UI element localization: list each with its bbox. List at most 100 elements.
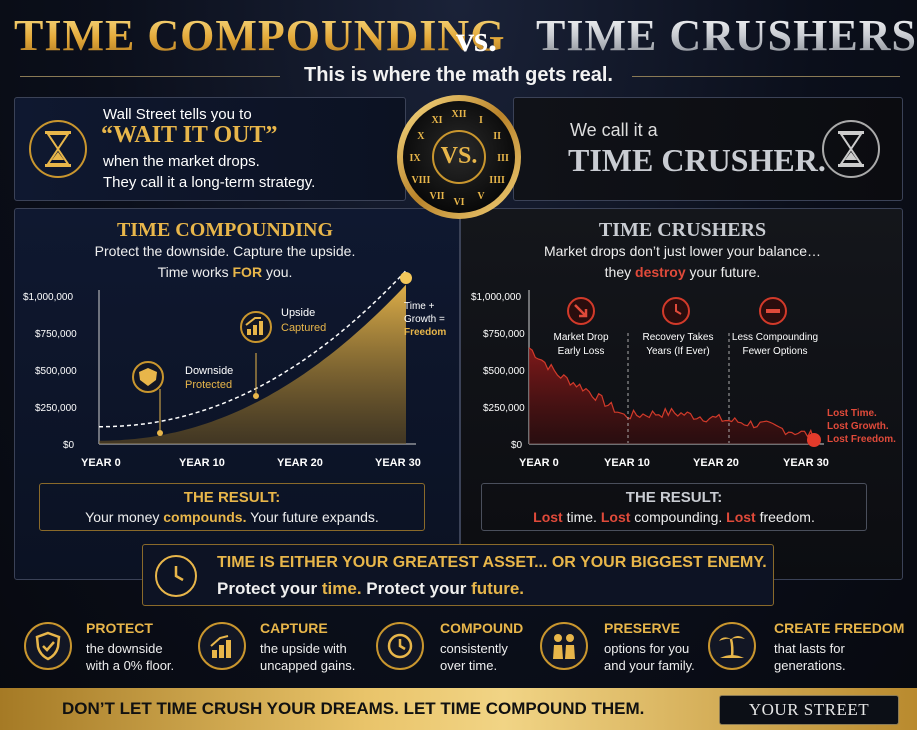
x-tick: YEAR 20 xyxy=(693,457,739,469)
x-tick: YEAR 20 xyxy=(277,457,323,469)
header-title-right: TIME CRUSHERS xyxy=(536,11,917,60)
clock-numeral: VIII xyxy=(411,175,430,186)
upside-point xyxy=(253,393,259,399)
clock-numeral: X xyxy=(417,131,425,142)
end-point xyxy=(400,272,412,284)
feature-title: PRESERVE xyxy=(604,620,680,636)
feature-desc: that lasts for generations. xyxy=(774,641,846,673)
feature-title: COMPOUND xyxy=(440,620,524,636)
result-title: THE RESULT: xyxy=(625,489,723,506)
footer-slogan: DON’T LET TIME CRUSH YOUR DREAMS. LET TI… xyxy=(62,699,645,718)
clock-icon xyxy=(155,555,197,597)
x-tick: YEAR 30 xyxy=(783,457,829,469)
shield-icon xyxy=(24,622,72,670)
left-result-box: THE RESULT: Your money compounds. Your f… xyxy=(39,483,425,531)
banner-headline: TIME IS EITHER YOUR GREATEST ASSET... OR… xyxy=(217,554,767,571)
y-tick: $500,000 xyxy=(35,366,77,377)
time-crusher-label: TIME CRUSHER. xyxy=(568,142,826,178)
y-tick: $250,000 xyxy=(483,403,525,414)
x-tick: YEAR 0 xyxy=(81,457,121,469)
palm-island-icon xyxy=(708,622,756,670)
divider-right xyxy=(632,76,900,77)
result-text: Your money compounds. Your future expand… xyxy=(85,509,379,525)
y-tick: $0 xyxy=(63,440,75,451)
family-icon xyxy=(540,622,588,670)
growth-chart-icon xyxy=(198,622,246,670)
banner-subline: Protect your time. Protect your future. xyxy=(217,579,525,598)
right-result-box: THE RESULT: Lost time. Lost compounding.… xyxy=(481,483,867,531)
hourglass-icon xyxy=(29,120,87,178)
panel-line2: Time works FOR you. xyxy=(157,264,293,280)
panel-line2: they destroy your future. xyxy=(604,264,761,280)
downside-annotation: Downside Protected xyxy=(185,365,234,391)
feature-desc: the downside with a 0% floor. xyxy=(86,641,175,673)
x-tick: YEAR 10 xyxy=(179,457,225,469)
wait-it-out-quote: “WAIT IT OUT” xyxy=(101,122,278,148)
clock-numeral: XII xyxy=(451,109,466,120)
compounding-chart xyxy=(98,270,416,445)
top-left-line2: when the market drops. xyxy=(103,153,260,170)
x-tick: YEAR 10 xyxy=(604,457,650,469)
panel-title: TIME CRUSHERS xyxy=(598,219,767,241)
top-left-line3: They call it a long-term strategy. xyxy=(103,174,316,191)
recovery-annotation: Recovery Takes Years (If Ever) xyxy=(642,332,714,357)
y-tick: $1,000,000 xyxy=(23,292,74,303)
end-point xyxy=(807,433,821,447)
divider-left xyxy=(20,76,280,77)
time-crusher-box: We call it a TIME CRUSHER. xyxy=(513,97,903,201)
y-tick: $1,000,000 xyxy=(471,292,522,303)
top-right-line1: We call it a xyxy=(570,120,658,140)
freedom-annotation: Time + Growth = Freedom xyxy=(404,301,447,338)
crushers-chart xyxy=(528,290,824,447)
clock-numeral: II xyxy=(493,131,501,142)
result-title: THE RESULT: xyxy=(183,489,281,506)
panel-title: TIME COMPOUNDING xyxy=(116,219,334,241)
feature-title: PROTECT xyxy=(86,620,153,636)
x-tick: YEAR 0 xyxy=(519,457,559,469)
lost-annotation: Lost Time. Lost Growth. Lost Freedom. xyxy=(827,408,896,445)
panel-line1: Market drops don’t just lower your balan… xyxy=(543,243,822,259)
y-tick: $750,000 xyxy=(483,329,525,340)
feature-desc: options for you and your family. xyxy=(604,641,695,673)
wait-it-out-box: Wall Street tells you to “WAIT IT OUT” w… xyxy=(14,97,406,201)
clock-numeral: VI xyxy=(453,197,464,208)
header-subtitle: This is where the math gets real. xyxy=(304,64,613,86)
y-tick: $750,000 xyxy=(35,329,77,340)
feature-title: CREATE FREEDOM xyxy=(774,620,905,636)
feature-title: CAPTURE xyxy=(260,620,328,636)
result-text: Lost time. Lost compounding. Lost freedo… xyxy=(533,509,815,525)
upside-annotation: Upside Captured xyxy=(281,307,327,334)
vs-clock: XII I II III IIII V VI VII VIII IX X XI VS. xyxy=(395,93,523,221)
hourglass-icon xyxy=(822,120,880,178)
brand-logo: YOUR STREET WEALTH xyxy=(719,695,899,730)
time-crushers-panel: TIME CRUSHERS Market drops don’t just lo… xyxy=(460,208,903,580)
y-tick: $0 xyxy=(511,440,523,451)
feature-desc: consistently over time. xyxy=(440,641,508,673)
clock-numeral: III xyxy=(497,153,509,164)
clock-numeral: V xyxy=(477,191,485,202)
time-compounding-panel: TIME COMPOUNDING Protect the downside. C… xyxy=(14,208,460,580)
clock-numeral: XI xyxy=(431,115,442,126)
top-left-line1: Wall Street tells you to xyxy=(103,106,252,123)
header-title-left: TIME COMPOUNDING xyxy=(14,11,506,60)
clock-numeral: I xyxy=(479,115,483,126)
clock-vs-label: VS. xyxy=(440,143,478,169)
downside-point xyxy=(157,430,163,436)
y-tick: $500,000 xyxy=(483,366,525,377)
compounding-area xyxy=(99,284,406,444)
clock-numeral: VII xyxy=(429,191,444,202)
crushers-area xyxy=(529,347,814,444)
x-tick: YEAR 30 xyxy=(375,457,421,469)
compounding-annotation: Less Compounding Fewer Options xyxy=(731,332,819,357)
feature-desc: the upside with uncapped gains. xyxy=(260,641,356,673)
clock-icon xyxy=(376,622,424,670)
market-drop-annotation: Market Drop Early Loss xyxy=(553,332,609,357)
time-banner: TIME IS EITHER YOUR GREATEST ASSET... OR… xyxy=(142,544,774,606)
panel-line1: Protect the downside. Capture the upside… xyxy=(94,243,356,259)
header-vs: vs. xyxy=(456,19,498,59)
clock-numeral: IIII xyxy=(489,175,505,186)
y-tick: $250,000 xyxy=(35,403,77,414)
clock-numeral: IX xyxy=(409,153,421,164)
compounding-trend-line xyxy=(99,270,407,428)
crushers-line xyxy=(528,347,815,441)
